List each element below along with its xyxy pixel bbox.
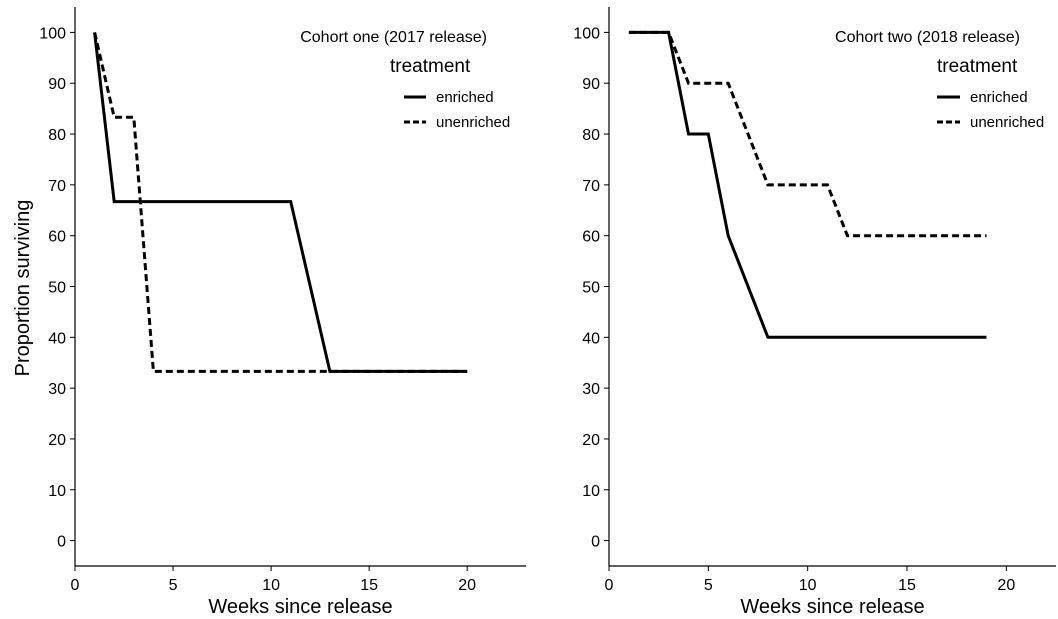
series-line-enriched bbox=[628, 30, 987, 339]
y-tick-label: 10 bbox=[582, 483, 600, 500]
legend-title: treatment bbox=[937, 56, 1018, 77]
x-tick-label: 5 bbox=[169, 577, 178, 594]
x-tick-label: 0 bbox=[71, 577, 80, 594]
y-tick-label: 20 bbox=[582, 432, 600, 449]
y-tick-label: 80 bbox=[582, 127, 600, 144]
y-tick-label: 0 bbox=[591, 534, 600, 551]
legend-label-enriched: enriched bbox=[970, 89, 1028, 106]
y-tick-label: 50 bbox=[48, 280, 66, 297]
y-tick-label: 30 bbox=[582, 381, 600, 398]
y-tick-label: 70 bbox=[582, 178, 600, 195]
y-tick-label: 10 bbox=[48, 483, 66, 500]
panel-cohort-one: 0 10 20 30 40 50 60 70 80 90 100 0 5 10 15 20 Weeks sinc… bbox=[39, 7, 526, 618]
y-tick-label: 40 bbox=[582, 330, 600, 347]
x-axis-title: Weeks since release bbox=[740, 596, 924, 618]
x-tick-label: 10 bbox=[799, 577, 817, 594]
y-axis-title: Proportion surviving bbox=[12, 200, 34, 377]
panel-title: Cohort one (2017 release) bbox=[300, 29, 487, 46]
panel-cohort-two: 0 10 20 30 40 50 60 70 80 90 100 0 5 10 15 20 Weeks sinc… bbox=[573, 7, 1056, 618]
series-line-unenriched bbox=[628, 30, 987, 238]
y-tick-label: 60 bbox=[48, 229, 66, 246]
y-tick-label: 30 bbox=[48, 381, 66, 398]
x-tick-label: 20 bbox=[458, 577, 476, 594]
x-tick-label: 0 bbox=[605, 577, 614, 594]
y-tick-label: 50 bbox=[582, 280, 600, 297]
legend-title: treatment bbox=[390, 56, 471, 77]
panel-title: Cohort two (2018 release) bbox=[835, 29, 1020, 46]
legend-label-unenriched: unenriched bbox=[970, 114, 1044, 131]
legend-label-enriched: enriched bbox=[436, 89, 494, 106]
y-tick-label: 90 bbox=[582, 76, 600, 93]
y-tick-label: 100 bbox=[573, 25, 600, 42]
x-tick-label: 15 bbox=[898, 577, 916, 594]
x-axis-title: Weeks since release bbox=[208, 596, 392, 618]
y-tick-label: 40 bbox=[48, 330, 66, 347]
series-line-unenriched bbox=[93, 32, 468, 373]
y-tick-label: 90 bbox=[48, 76, 66, 93]
legend-label-unenriched: unenriched bbox=[436, 114, 510, 131]
y-tick-label: 60 bbox=[582, 229, 600, 246]
y-tick-label: 70 bbox=[48, 178, 66, 195]
x-tick-label: 5 bbox=[704, 577, 713, 594]
y-tick-label: 0 bbox=[57, 534, 66, 551]
y-tick-label: 80 bbox=[48, 127, 66, 144]
x-tick-label: 15 bbox=[360, 577, 378, 594]
x-tick-label: 20 bbox=[997, 577, 1015, 594]
y-tick-label: 100 bbox=[39, 25, 66, 42]
x-tick-label: 10 bbox=[262, 577, 280, 594]
y-tick-label: 20 bbox=[48, 432, 66, 449]
legend: treatment enriched unenriched bbox=[937, 56, 1044, 131]
legend: treatment enriched unenriched bbox=[390, 56, 510, 131]
